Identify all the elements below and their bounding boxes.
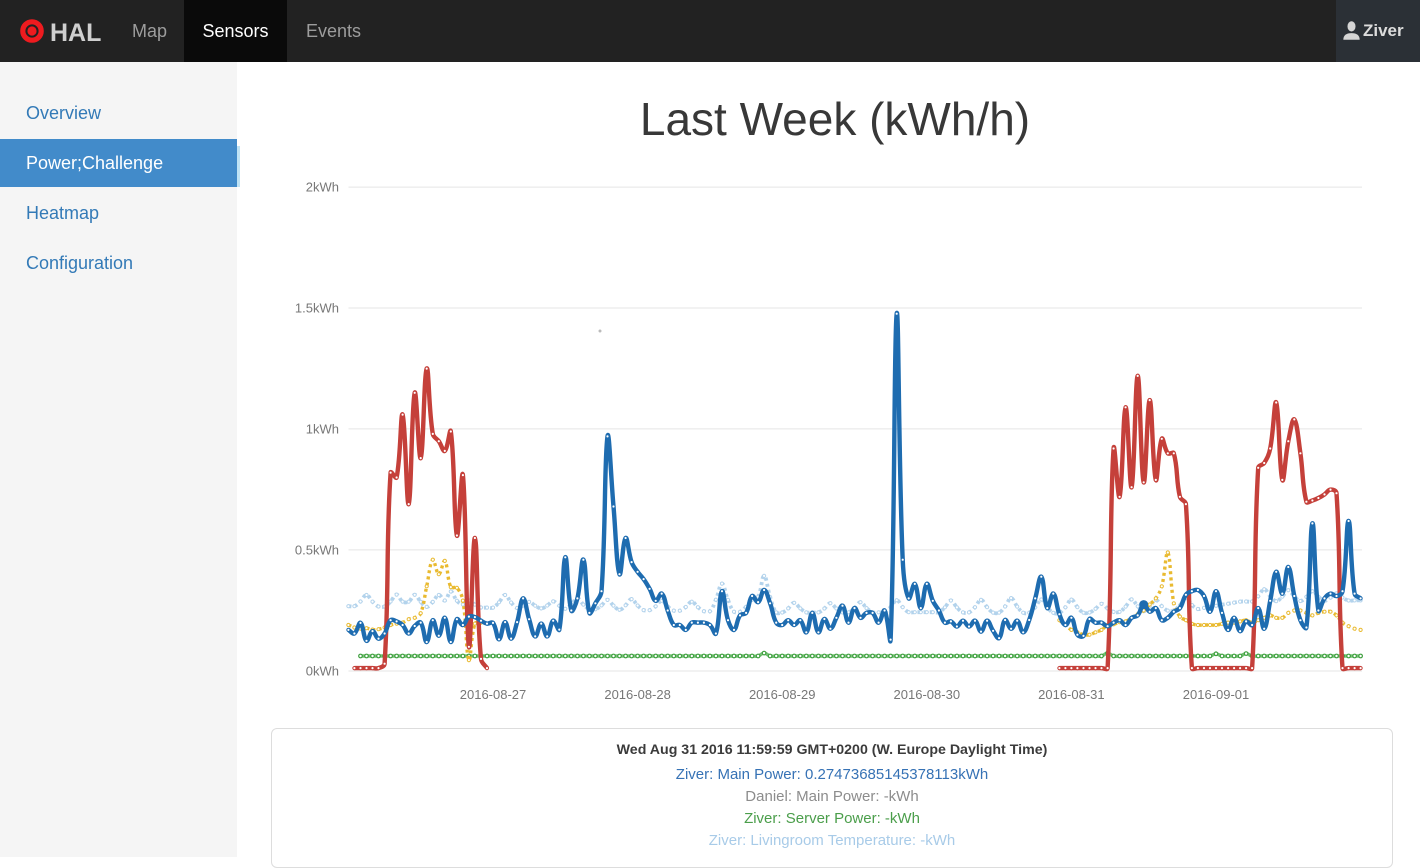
svg-text:2016-08-31: 2016-08-31 xyxy=(1038,687,1105,702)
svg-text:2016-08-27: 2016-08-27 xyxy=(460,687,527,702)
svg-text:2016-09-01: 2016-09-01 xyxy=(1183,687,1250,702)
svg-text:1kWh: 1kWh xyxy=(306,421,339,436)
svg-text:0.5kWh: 0.5kWh xyxy=(295,542,339,557)
svg-text:2kWh: 2kWh xyxy=(306,180,339,195)
svg-text:Last Week (kWh/h): Last Week (kWh/h) xyxy=(640,93,1030,145)
svg-text:2016-08-29: 2016-08-29 xyxy=(749,687,816,702)
svg-text:0kWh: 0kWh xyxy=(306,664,339,679)
svg-text:1.5kWh: 1.5kWh xyxy=(295,301,339,316)
svg-text:2016-08-28: 2016-08-28 xyxy=(604,687,671,702)
svg-text:2016-08-30: 2016-08-30 xyxy=(894,687,961,702)
